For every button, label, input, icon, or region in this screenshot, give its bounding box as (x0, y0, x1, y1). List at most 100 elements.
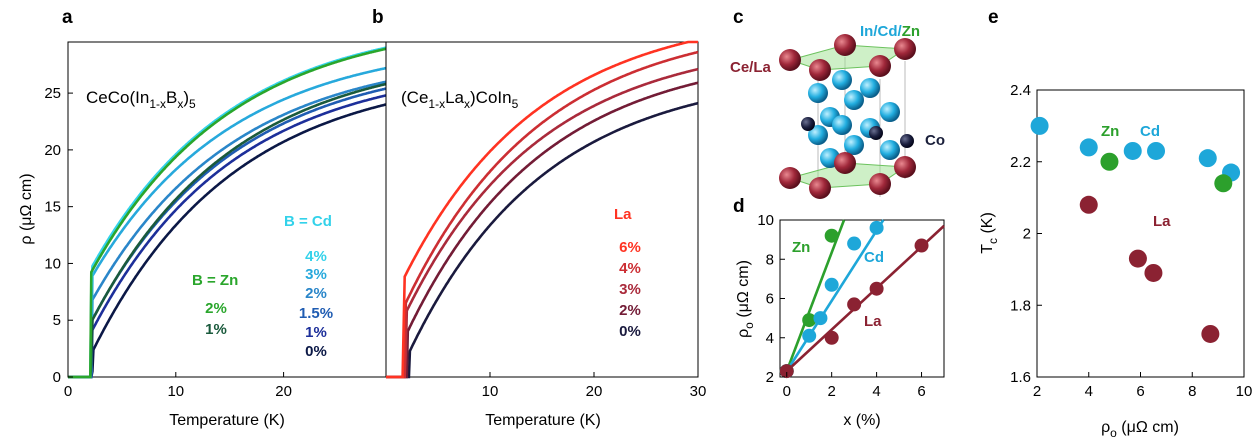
ce-atom (834, 34, 856, 56)
ytick-label: 8 (766, 251, 774, 268)
data-point-la (1201, 324, 1220, 343)
panel-a-xlabel: Temperature (K) (169, 412, 285, 429)
ytick-label: 10 (44, 255, 61, 272)
annotation-la-2: 2% (619, 302, 641, 319)
data-point-cd (869, 220, 884, 235)
annotation-la-3: 3% (619, 281, 641, 298)
annotation-cd-1-5: 1.5% (299, 305, 333, 322)
data-point-cd (802, 328, 817, 343)
ce-atom (834, 152, 856, 174)
fit-line-zn (785, 219, 846, 372)
label-ce-la: Ce/La (730, 59, 772, 76)
data-point-la (1128, 249, 1147, 268)
panel-label-b: b (372, 7, 384, 28)
ytick-label: 2.2 (1010, 154, 1031, 171)
panel-d-label-zn: Zn (792, 239, 810, 256)
data-point-zn (824, 228, 839, 243)
xtick-label: 0 (64, 383, 72, 400)
in-atom (808, 83, 828, 103)
ytick-label: 25 (44, 85, 61, 102)
panel-e-tc-vs-rho0: 2 4 6 8 101.61.822.22.4 Zn Cd La ρo (μΩ cm) … (979, 82, 1252, 440)
ytick-label: 10 (757, 212, 774, 229)
ce-atom (894, 38, 916, 60)
series-line-a-6 (68, 82, 387, 379)
series-line-b-3 (386, 50, 699, 379)
annotation-la-0: 0% (619, 323, 641, 340)
in-atom (832, 70, 852, 90)
label-in-cd-zn: In/Cd/Zn (860, 23, 920, 40)
panel-b-frame (385, 41, 699, 378)
co-atom (801, 117, 815, 131)
in-atom (860, 78, 880, 98)
series-line-a-3 (68, 80, 387, 379)
xtick-label: 4 (1085, 383, 1093, 400)
ce-atom (894, 156, 916, 178)
panel-b-xlabel: Temperature (K) (485, 412, 601, 429)
ytick-label: 2 (1023, 226, 1031, 243)
data-point-la (824, 330, 839, 345)
annotation-la-4: 4% (619, 260, 641, 277)
panel-e-label-la: La (1153, 213, 1171, 230)
xtick-label: 6 (1136, 383, 1144, 400)
ce-atom (779, 49, 801, 71)
panel-b-resistivity: 10 20 30 (Ce1-xLax)CoIn5 La 6% 4% 3% 2% 0%… (385, 40, 706, 429)
in-atom (808, 125, 828, 145)
series-line-b-4 (386, 40, 698, 379)
panel-label-d: d (733, 196, 745, 217)
annotation-cd-4: 4% (305, 248, 327, 265)
data-point-la (779, 364, 794, 379)
fit-line-cd (785, 219, 885, 372)
annotation-la-6: 6% (619, 239, 641, 256)
data-point-la (1144, 263, 1163, 282)
ce-atom (809, 177, 831, 199)
data-point-zn (1100, 152, 1119, 171)
xtick-label: 4 (872, 383, 880, 400)
annotation-zn-1: 1% (205, 321, 227, 338)
data-point-la (847, 297, 862, 312)
series-line-a-4 (68, 66, 387, 379)
annotation-cd-2: 2% (305, 285, 327, 302)
series-line-b-2 (386, 67, 699, 379)
annotation-b-zn: B = Zn (192, 272, 238, 289)
annotation-b-cd: B = Cd (284, 213, 332, 230)
panel-e-label-cd: Cd (1140, 123, 1160, 140)
ytick-label: 0 (53, 369, 61, 386)
ytick-label: 15 (44, 199, 61, 216)
in-atom (832, 115, 852, 135)
panel-a-ylabel: ρ (μΩ cm) (18, 173, 35, 244)
annotation-cd-1: 1% (305, 324, 327, 341)
panel-b-composition: (Ce1-xLax)CoIn5 (401, 88, 519, 111)
ytick-label: 1.6 (1010, 369, 1031, 386)
data-point-cd (847, 236, 862, 251)
data-point-zn (1214, 174, 1233, 193)
panel-label-a: a (62, 7, 73, 28)
data-point-cd (1147, 141, 1166, 160)
panel-d-ylabel: ρo (μΩ cm) (735, 260, 756, 338)
panel-e-ylabel: Tc (K) (979, 212, 1000, 254)
series-line-a-7 (68, 47, 387, 379)
ytick-label: 4 (766, 330, 774, 347)
ytick-label: 5 (53, 312, 61, 329)
label-co: Co (925, 132, 945, 149)
annotation-cd-0: 0% (305, 343, 327, 360)
data-point-la (869, 281, 884, 296)
data-point-cd (1030, 116, 1049, 135)
ce-atom (809, 59, 831, 81)
panel-a-resistivity: 0 10 20 0 5 10 15 20 25 CeCo(In1-xBx)5 B = Zn 2%… (18, 41, 387, 429)
panel-d-label-cd: Cd (864, 249, 884, 266)
xtick-label: 2 (1033, 383, 1041, 400)
co-atom (869, 126, 883, 140)
in-atom (880, 140, 900, 160)
ytick-label: 2.4 (1010, 82, 1031, 99)
co-atom (900, 134, 914, 148)
panel-d-xlabel: x (%) (843, 412, 880, 429)
data-point-cd (824, 277, 839, 292)
panel-a-composition: CeCo(In1-xBx)5 (86, 88, 196, 111)
ce-atom (869, 173, 891, 195)
ytick-label: 2 (766, 369, 774, 386)
xtick-label: 10 (1236, 383, 1253, 400)
data-point-cd (1123, 141, 1142, 160)
data-point-la (914, 238, 929, 253)
ytick-label: 20 (44, 142, 61, 159)
data-point-zn (802, 313, 817, 328)
